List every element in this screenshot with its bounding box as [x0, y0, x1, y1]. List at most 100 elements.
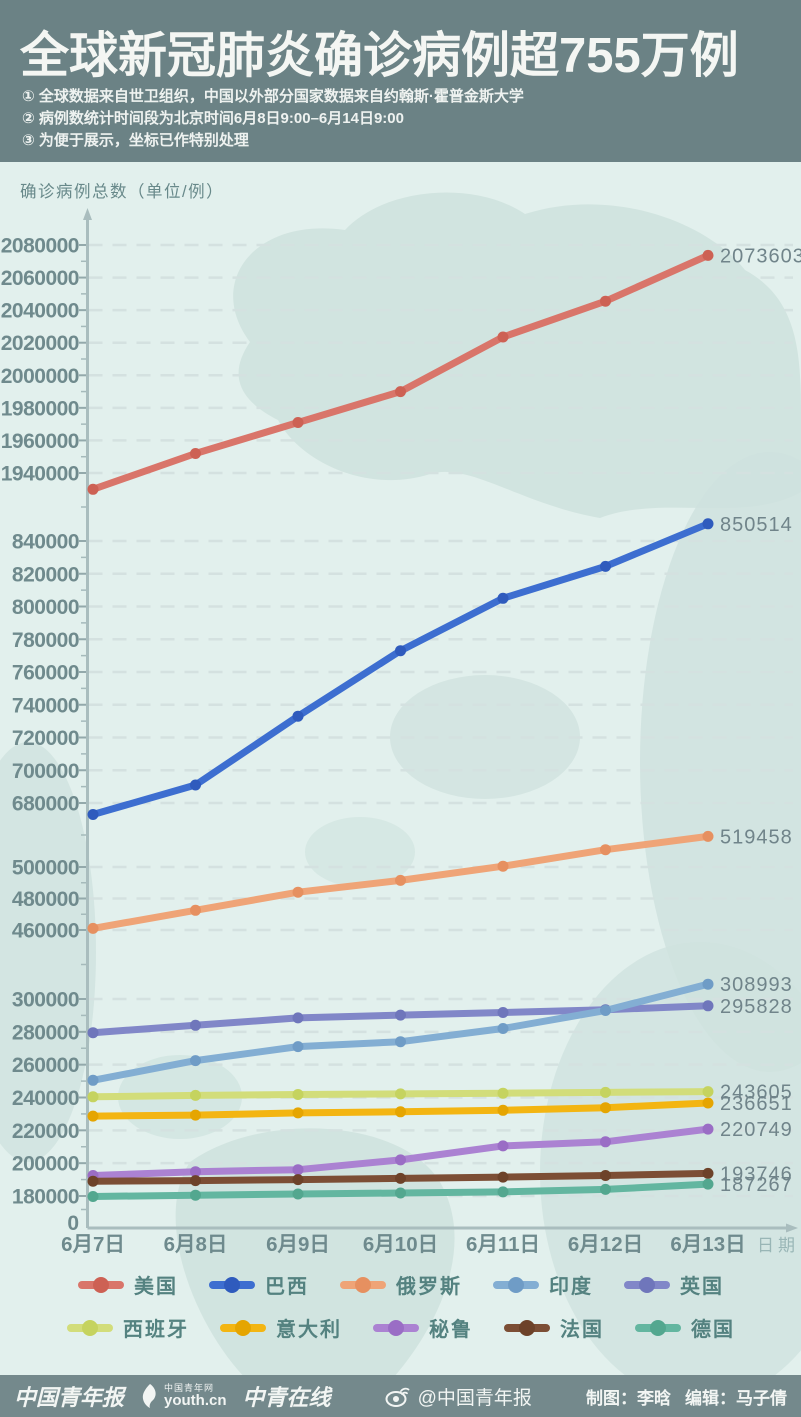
y-tick-label: 780000	[12, 629, 79, 652]
series-point-brazil	[292, 710, 304, 722]
credit-maker: 制图：李晗	[585, 1388, 671, 1408]
series-point-france	[292, 1174, 304, 1186]
footer-credits: 制图：李晗 编辑：马子倩	[586, 1384, 787, 1409]
y-tick-label: 2020000	[1, 332, 79, 355]
series-point-usa	[190, 448, 201, 459]
series-point-russia	[395, 874, 406, 886]
legend-label-brazil: 巴西	[265, 1276, 309, 1298]
note-axis-processing: ③ 为便于展示，坐标已作特别处理	[22, 132, 249, 149]
legend-label-peru: 秘鲁	[429, 1319, 473, 1341]
youth-cn-name: 中国青年网	[164, 1383, 215, 1393]
series-line-peru	[89, 1125, 712, 1179]
x-axis-title: 日期	[757, 1236, 799, 1255]
y-zero-label: 0	[67, 1212, 79, 1235]
series-point-india	[600, 1005, 611, 1016]
series-point-spain	[292, 1089, 304, 1100]
legend-item-usa: 美国	[77, 1270, 178, 1299]
y-tick-label: 200000	[12, 1153, 79, 1176]
note-time-range: ② 病例数统计时间段为北京时间6月8日9:00–6月14日9:00	[22, 110, 404, 127]
series-point-germany	[87, 1191, 99, 1202]
x-tick-label: 6月7日	[61, 1233, 125, 1256]
legend-item-brazil: 巴西	[208, 1270, 309, 1299]
series-point-uk	[395, 1009, 406, 1021]
series-point-russia	[497, 860, 509, 872]
series-point-brazil	[190, 779, 201, 791]
y-tick-label: 2040000	[1, 300, 79, 323]
chart-legend: 美国 巴西 俄罗斯 印度 英国 西班牙	[0, 1263, 801, 1349]
series-point-germany	[702, 1178, 714, 1190]
series-point-india	[395, 1036, 406, 1048]
series-point-usa	[87, 483, 99, 495]
legend-label-usa: 美国	[134, 1276, 178, 1298]
legend-item-russia: 俄罗斯	[339, 1270, 462, 1299]
legend-swatch-usa	[78, 1276, 124, 1293]
legend-label-uk: 英国	[680, 1276, 724, 1298]
end-value-label-france: 193746	[720, 1163, 793, 1185]
series-point-india	[190, 1055, 201, 1067]
y-tick-label: 480000	[12, 888, 79, 911]
legend-item-peru: 秘鲁	[372, 1313, 473, 1342]
y-axis-arrow	[83, 208, 92, 220]
series-point-spain	[395, 1088, 406, 1100]
series-point-france	[497, 1171, 509, 1183]
footer-bar: 中国青年报 中国青年网 youth.cn 中青在线 @中国青年报 制图：李晗 编…	[0, 1375, 801, 1417]
legend-item-italy: 意大利	[219, 1313, 342, 1342]
legend-item-india: 印度	[492, 1270, 593, 1299]
series-point-france	[600, 1170, 611, 1181]
legend-label-france: 法国	[560, 1319, 604, 1341]
series-point-usa	[702, 249, 714, 261]
x-tick-label: 6月13日	[670, 1233, 745, 1256]
series-point-uk	[87, 1027, 99, 1039]
legend-item-uk: 英国	[623, 1270, 724, 1299]
series-point-peru	[497, 1140, 509, 1152]
series-point-peru	[292, 1164, 304, 1176]
series-point-germany	[497, 1186, 509, 1198]
series-point-germany	[190, 1189, 201, 1201]
legend-item-france: 法国	[503, 1313, 604, 1342]
y-tick-label: 2080000	[1, 235, 79, 258]
youth-cn-text: 中国青年网 youth.cn	[164, 1383, 227, 1409]
series-point-india	[497, 1023, 509, 1034]
end-value-label-brazil: 850514	[720, 514, 793, 536]
series-point-peru	[600, 1136, 611, 1148]
series-point-germany	[395, 1187, 406, 1199]
legend-label-germany: 德国	[691, 1319, 735, 1341]
series-point-usa	[600, 295, 611, 307]
y-tick-label: 1940000	[1, 463, 79, 486]
youth-cn-url: youth.cn	[164, 1392, 227, 1409]
header-notes: ① 全球数据来自世卫组织，中国以外部分国家数据来自约翰斯·霍普金斯大学 ② 病例…	[22, 86, 524, 152]
series-point-italy	[497, 1104, 509, 1116]
series-point-italy	[702, 1097, 714, 1109]
series-point-italy	[292, 1107, 304, 1119]
series-point-spain	[497, 1087, 509, 1099]
series-point-russia	[190, 904, 201, 916]
legend-swatch-brazil	[209, 1276, 255, 1293]
legend-label-italy: 意大利	[276, 1319, 342, 1341]
series-point-germany	[292, 1188, 304, 1200]
series-point-uk	[702, 1000, 714, 1012]
china-youth-daily-logo: 中国青年报	[14, 1385, 125, 1410]
legend-swatch-spain	[67, 1319, 113, 1336]
series-point-italy	[395, 1106, 406, 1118]
series-point-russia	[292, 886, 304, 898]
series-point-france	[395, 1172, 406, 1184]
series-point-peru	[395, 1154, 406, 1166]
weibo-account: @中国青年报	[385, 1383, 532, 1410]
legend-swatch-uk	[624, 1276, 670, 1293]
series-point-uk	[190, 1019, 201, 1031]
page-title: 全球新冠肺炎确诊病例超755万例	[20, 29, 739, 83]
y-tick-label: 680000	[12, 793, 79, 816]
note-data-source: ① 全球数据来自世卫组织，中国以外部分国家数据来自约翰斯·霍普金斯大学	[22, 88, 524, 105]
series-point-italy	[600, 1102, 611, 1114]
legend-label-india: 印度	[549, 1276, 593, 1298]
series-point-peru	[190, 1166, 201, 1178]
series-point-italy	[87, 1110, 99, 1122]
y-tick-label: 240000	[12, 1087, 79, 1110]
legend-label-russia: 俄罗斯	[396, 1276, 462, 1298]
series-point-india	[702, 978, 714, 990]
end-value-label-usa: 2073603	[720, 245, 801, 267]
y-tick-label: 840000	[12, 531, 79, 554]
x-tick-label: 6月8日	[164, 1233, 228, 1256]
weibo-icon	[385, 1387, 410, 1407]
y-tick-label: 820000	[12, 563, 79, 586]
